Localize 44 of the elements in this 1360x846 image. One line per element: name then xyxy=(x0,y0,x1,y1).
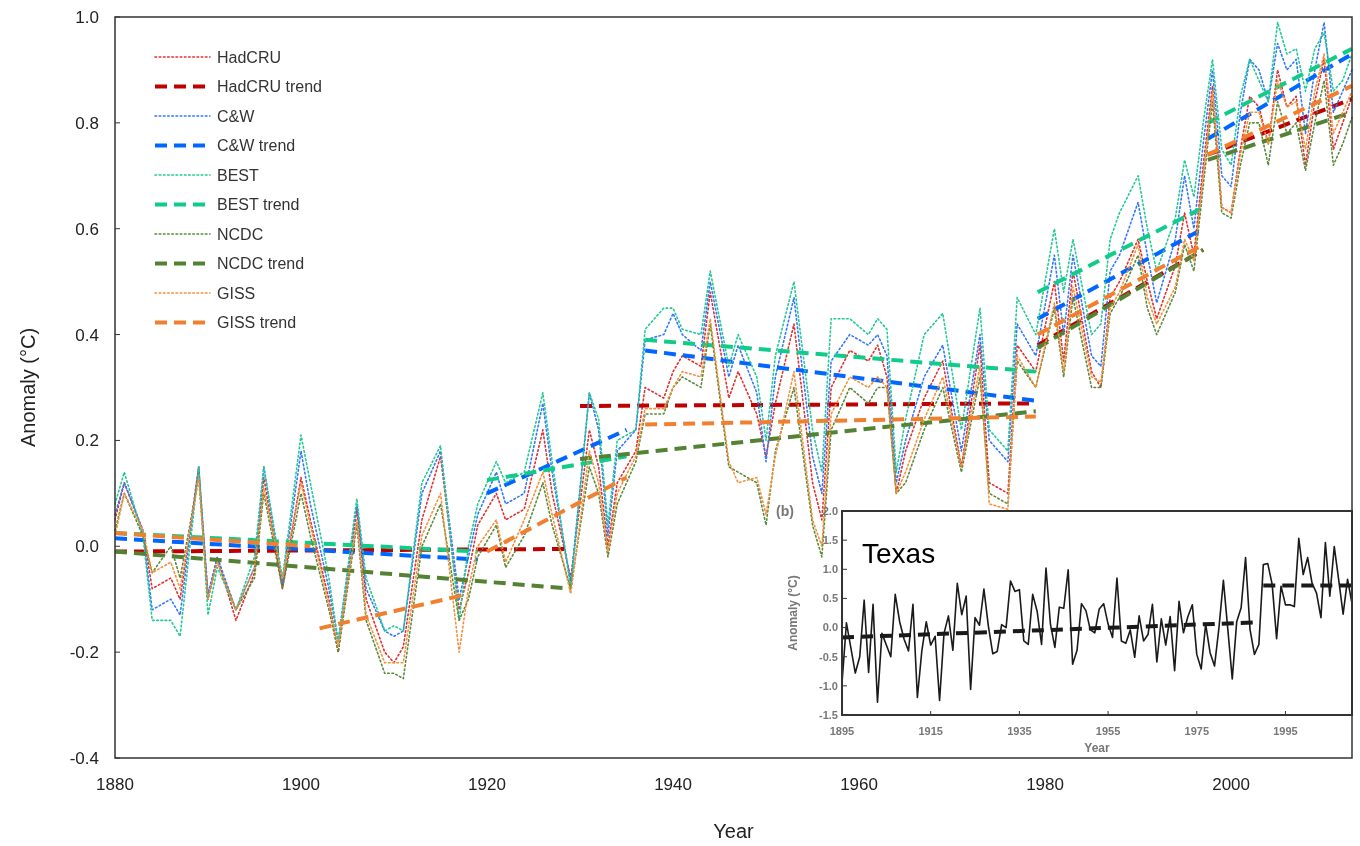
legend-label: BEST xyxy=(217,166,260,184)
x-tick-label: 1975 xyxy=(1184,725,1210,737)
y-tick-label: 0.4 xyxy=(75,325,99,345)
y-tick-label: 1.0 xyxy=(75,7,99,27)
legend-label: BEST trend xyxy=(217,196,300,214)
y-tick-label: 0.6 xyxy=(75,219,99,239)
legend-label: HadCRU trend xyxy=(217,78,322,96)
legend-label: C&W trend xyxy=(217,137,296,155)
legend-label: GISS trend xyxy=(217,314,297,332)
legend-label: GISS xyxy=(217,284,256,302)
x-tick-label: 1940 xyxy=(654,775,692,794)
x-tick-label: 1935 xyxy=(1007,725,1032,737)
x-tick-label: 1980 xyxy=(1026,775,1064,794)
x-tick-label: 1915 xyxy=(918,725,943,737)
y-tick-label: 0.0 xyxy=(75,537,99,557)
legend-label: NCDC trend xyxy=(217,255,305,273)
x-tick-label: 1995 xyxy=(1273,725,1298,737)
y-axis-title: Anomaly (°C) xyxy=(786,575,800,651)
y-tick-label: -0.4 xyxy=(69,748,99,768)
text: Texas xyxy=(862,538,936,569)
x-axis-title: Year xyxy=(1084,741,1111,755)
y-tick-label: 1.5 xyxy=(822,533,838,546)
legend-label: C&W xyxy=(217,107,256,125)
x-tick-label: 1960 xyxy=(840,775,878,794)
y-tick-label: -1.0 xyxy=(819,679,838,692)
y-axis-title: Anomaly (°C) xyxy=(17,327,39,448)
x-tick-label: 1900 xyxy=(282,775,320,794)
y-tick-label: -0.5 xyxy=(819,650,838,663)
x-tick-label: 1895 xyxy=(829,725,855,737)
x-tick-label: 1920 xyxy=(468,775,506,794)
y-tick-label: 1.0 xyxy=(822,563,838,576)
y-tick-label: 0.2 xyxy=(75,431,99,451)
y-tick-label: -1.5 xyxy=(819,708,838,721)
x-tick-label: 1880 xyxy=(96,775,134,794)
x-tick-label: 1955 xyxy=(1095,725,1121,737)
legend-label: NCDC xyxy=(217,225,264,243)
y-tick-label: 0.0 xyxy=(822,621,838,634)
annotation: (b) xyxy=(776,503,794,519)
legend-label: HadCRU xyxy=(217,48,282,66)
y-tick-label: -0.2 xyxy=(69,643,99,663)
y-tick-label: 0.5 xyxy=(822,592,838,605)
x-axis-title: Year xyxy=(713,820,755,842)
x-tick-label: 2000 xyxy=(1212,775,1250,794)
y-tick-label: 0.8 xyxy=(75,113,99,133)
